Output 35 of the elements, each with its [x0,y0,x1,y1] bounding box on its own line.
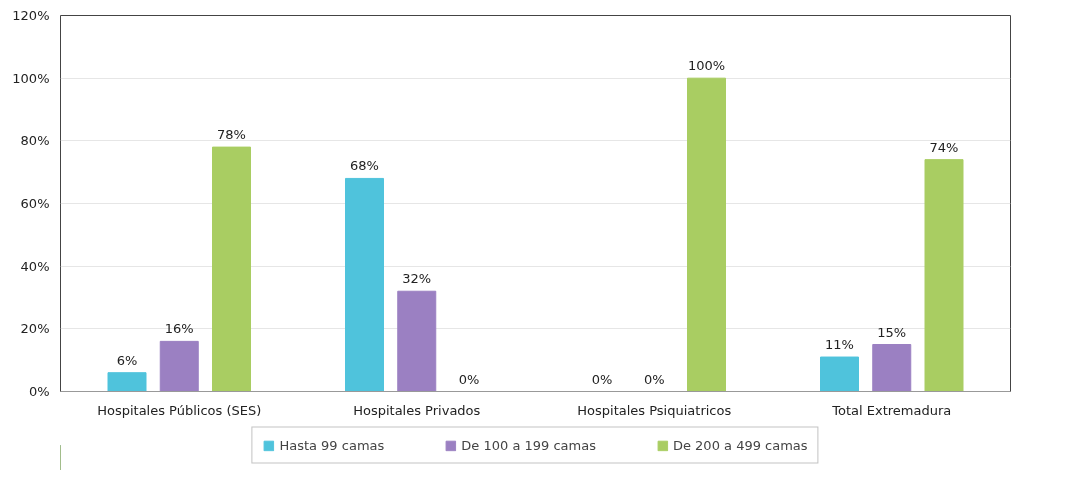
data-label: 6% [116,352,138,368]
data-label: 68% [350,158,379,174]
y-tick-label: 40% [20,258,50,274]
bar [159,340,199,392]
data-label: 0% [458,371,480,387]
x-tick-label: Hospitales Privados [353,402,481,418]
bar [397,290,437,392]
legend-label: De 100 a 199 camas [461,437,596,453]
data-label: 15% [877,324,907,340]
bar [820,356,859,392]
y-tick-label: 120% [12,8,50,23]
y-tick-label: 20% [20,321,50,337]
data-label: 32% [402,271,432,287]
data-label: 100% [687,58,726,74]
bar [924,159,964,392]
y-tick-label: 0% [28,384,50,399]
x-tick-label: Hospitales Psiquiatricos [577,402,732,418]
bar [687,77,726,392]
x-tick-label: Total Extremadura [831,402,952,418]
y-tick-label: 100% [12,70,50,86]
bar [107,372,147,392]
legend-label: Hasta 99 camas [279,437,385,453]
bar [212,146,251,392]
legend-label: De 200 a 499 camas [672,437,808,453]
data-label: 78% [217,127,246,143]
data-label: 16% [164,321,194,337]
x-tick-label: Hospitales Públicos (SES) [97,402,262,418]
data-label: 0% [591,371,613,387]
data-label: 11% [825,337,854,353]
data-label: 0% [643,371,665,387]
y-tick-label: 60% [20,196,50,211]
y-tick-label: 80% [20,133,50,149]
bar [345,177,384,392]
bar [872,344,912,392]
data-label: 74% [929,139,959,155]
